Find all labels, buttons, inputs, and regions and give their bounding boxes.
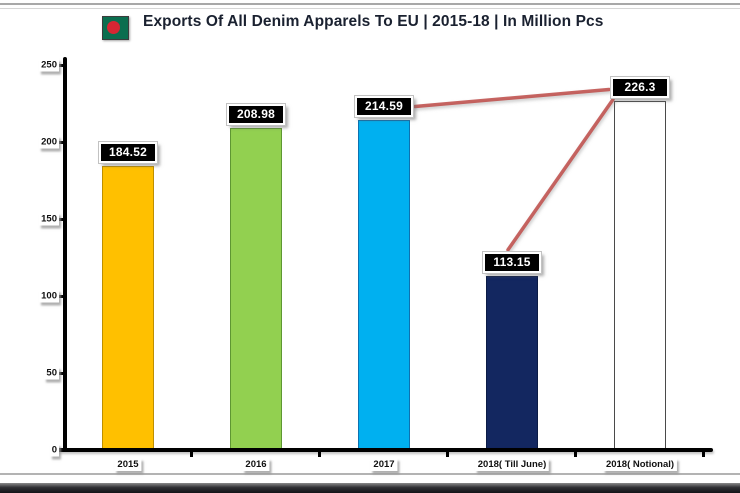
y-axis-line	[63, 57, 67, 452]
value-label-2018-notional-: 226.3	[611, 77, 669, 99]
y-axis-label-200: 200	[39, 135, 59, 149]
x-axis-tick-2	[318, 452, 321, 457]
x-axis-label-2017: 2017	[370, 458, 398, 471]
x-axis-line	[54, 448, 713, 452]
x-axis-label-2018-till-june-: 2018( Till June)	[474, 458, 550, 471]
x-axis-label-2016: 2016	[242, 458, 270, 471]
value-label-2016: 208.98	[227, 104, 285, 126]
x-axis-label-2015: 2015	[114, 458, 142, 471]
flag-red-circle-icon	[107, 21, 120, 34]
trend-line-tilljune-to-notional	[506, 97, 615, 252]
bottom-border-line	[0, 473, 740, 475]
bangladesh-flag-icon	[102, 16, 129, 40]
y-axis-label-0: 0	[49, 443, 59, 457]
bar-2017	[358, 119, 410, 451]
bar-2016	[230, 128, 282, 451]
x-axis-tick-1	[190, 452, 193, 457]
y-axis-label-100: 100	[39, 289, 59, 303]
chart-title: Exports Of All Denim Apparels To EU | 20…	[143, 13, 604, 30]
y-axis-tick-200	[59, 140, 65, 144]
value-label-2017: 214.59	[355, 95, 413, 117]
bar-2018-till-june-	[486, 275, 538, 451]
y-axis-label-150: 150	[39, 212, 59, 226]
y-axis-tick-100	[59, 294, 65, 298]
bar-2015	[102, 165, 154, 451]
top-border-line-2	[0, 8, 740, 9]
value-label-2015: 184.52	[99, 141, 157, 163]
bottom-window-edge	[0, 483, 740, 493]
x-axis-tick-4	[574, 452, 577, 457]
y-axis-label-250: 250	[39, 58, 59, 72]
x-axis-tick-5	[702, 452, 705, 457]
y-axis-tick-250	[59, 63, 65, 67]
y-axis-tick-50	[59, 371, 65, 375]
bar-2018-notional-	[614, 101, 666, 451]
trend-line-2017-to-notional	[413, 87, 611, 109]
y-axis-label-50: 50	[44, 366, 59, 380]
x-axis-tick-3	[446, 452, 449, 457]
value-label-2018-till-june-: 113.15	[483, 251, 541, 273]
x-axis-label-2018-notional-: 2018( Notional)	[602, 458, 678, 471]
y-axis-tick-150	[59, 217, 65, 221]
top-border-line-1	[0, 3, 740, 5]
